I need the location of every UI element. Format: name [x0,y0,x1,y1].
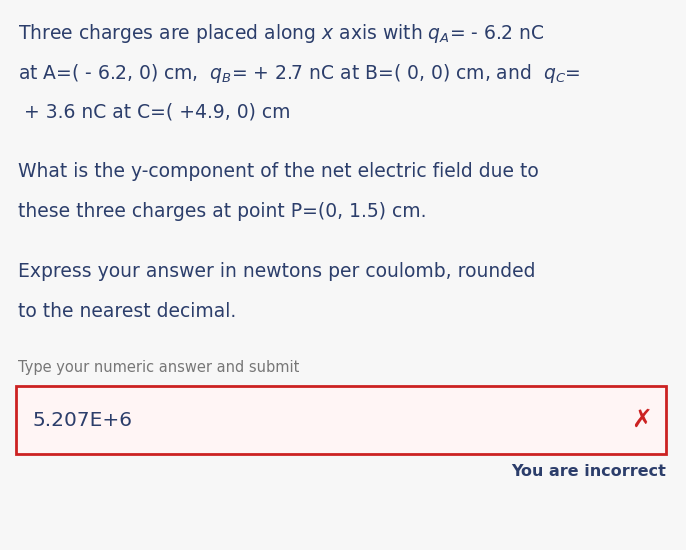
Text: ✗: ✗ [631,408,652,432]
FancyBboxPatch shape [16,386,666,454]
Text: You are incorrect: You are incorrect [511,464,666,479]
Text: Type your numeric answer and submit: Type your numeric answer and submit [18,360,299,375]
Text: + 3.6 nC at C=( +4.9, 0) cm: + 3.6 nC at C=( +4.9, 0) cm [18,102,290,121]
Text: What is the y-component of the net electric field due to: What is the y-component of the net elect… [18,162,539,181]
Text: 5.207E+6: 5.207E+6 [32,410,132,430]
Text: these three charges at point P=(0, 1.5) cm.: these three charges at point P=(0, 1.5) … [18,202,427,221]
Text: Three charges are placed along $\it{x}$ axis with $q_A$= - 6.2 nC: Three charges are placed along $\it{x}$ … [18,22,545,45]
Text: at A=( - 6.2, 0) cm,  $q_B$= + 2.7 nC at B=( 0, 0) cm, and  $q_C$=: at A=( - 6.2, 0) cm, $q_B$= + 2.7 nC at … [18,62,580,85]
Text: Express your answer in newtons per coulomb, rounded: Express your answer in newtons per coulo… [18,262,536,281]
Text: to the nearest decimal.: to the nearest decimal. [18,302,236,321]
